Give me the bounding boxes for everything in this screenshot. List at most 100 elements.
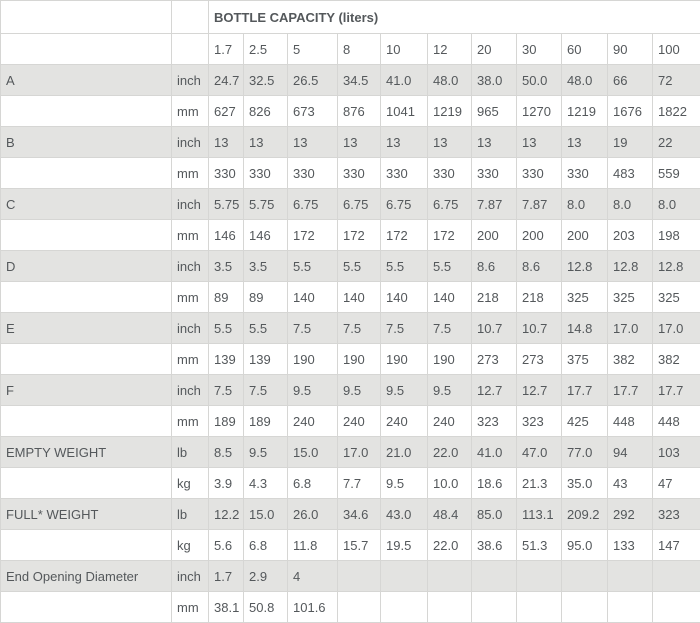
value-cell: 200 — [517, 220, 562, 251]
value-cell: 292 — [608, 499, 653, 530]
value-cell: 10.7 — [517, 313, 562, 344]
value-cell: 5.75 — [244, 189, 288, 220]
value-cell: 7.5 — [209, 375, 244, 406]
row-label-cell — [1, 158, 172, 189]
row-label-cell: F — [1, 375, 172, 406]
value-cell: 330 — [517, 158, 562, 189]
value-cell: 133 — [608, 530, 653, 561]
value-cell: 12.2 — [209, 499, 244, 530]
value-cell: 330 — [209, 158, 244, 189]
row-label-cell — [1, 220, 172, 251]
value-cell: 6.75 — [381, 189, 428, 220]
value-cell: 85.0 — [472, 499, 517, 530]
value-cell: 17.0 — [338, 437, 381, 468]
value-cell: 13 — [428, 127, 472, 158]
value-cell: 140 — [288, 282, 338, 313]
value-cell: 12.8 — [608, 251, 653, 282]
value-cell: 15.7 — [338, 530, 381, 561]
value-cell: 41.0 — [472, 437, 517, 468]
value-cell: 240 — [428, 406, 472, 437]
value-cell: 240 — [381, 406, 428, 437]
value-cell: 5.5 — [244, 313, 288, 344]
value-cell: 198 — [653, 220, 700, 251]
value-cell: 34.6 — [338, 499, 381, 530]
row-label-cell — [1, 96, 172, 127]
row-label-cell: C — [1, 189, 172, 220]
value-cell: 48.0 — [428, 65, 472, 96]
value-cell: 11.8 — [288, 530, 338, 561]
value-cell: 8.5 — [209, 437, 244, 468]
value-cell: 147 — [653, 530, 700, 561]
value-cell: 94 — [608, 437, 653, 468]
value-cell: 146 — [209, 220, 244, 251]
value-cell: 21.3 — [517, 468, 562, 499]
value-cell: 13 — [517, 127, 562, 158]
value-cell: 140 — [338, 282, 381, 313]
row-label-cell — [1, 344, 172, 375]
value-cell: 48.4 — [428, 499, 472, 530]
value-cell: 43.0 — [381, 499, 428, 530]
value-cell: 19.5 — [381, 530, 428, 561]
row-unit-cell: inch — [172, 375, 209, 406]
value-cell — [608, 561, 653, 592]
value-cell: 218 — [517, 282, 562, 313]
value-cell: 101.6 — [288, 592, 338, 623]
value-cell: 12.7 — [517, 375, 562, 406]
value-cell: 172 — [428, 220, 472, 251]
value-cell: 9.5 — [381, 468, 428, 499]
value-cell: 218 — [472, 282, 517, 313]
value-cell: 34.5 — [338, 65, 381, 96]
value-cell: 325 — [653, 282, 700, 313]
value-cell: 21.0 — [381, 437, 428, 468]
value-cell: 19 — [608, 127, 653, 158]
value-cell: 10.0 — [428, 468, 472, 499]
value-cell — [338, 592, 381, 623]
value-cell: 3.5 — [209, 251, 244, 282]
row-unit-cell: mm — [172, 220, 209, 251]
value-cell: 190 — [288, 344, 338, 375]
value-cell: 7.5 — [381, 313, 428, 344]
value-cell: 32.5 — [244, 65, 288, 96]
value-cell: 448 — [653, 406, 700, 437]
row-unit-cell: mm — [172, 96, 209, 127]
row-label-cell — [1, 468, 172, 499]
value-cell: 7.5 — [244, 375, 288, 406]
value-cell: 35.0 — [562, 468, 608, 499]
value-cell: 95.0 — [562, 530, 608, 561]
value-cell — [517, 561, 562, 592]
row-label-cell: EMPTY WEIGHT — [1, 437, 172, 468]
value-cell: 7.5 — [288, 313, 338, 344]
value-cell: 38.1 — [209, 592, 244, 623]
value-cell: 330 — [244, 158, 288, 189]
value-cell: 483 — [608, 158, 653, 189]
value-cell — [381, 592, 428, 623]
value-cell: 140 — [428, 282, 472, 313]
value-cell: 627 — [209, 96, 244, 127]
value-cell: 240 — [338, 406, 381, 437]
value-cell: 38.6 — [472, 530, 517, 561]
value-cell: 1822 — [653, 96, 700, 127]
value-cell: 5.5 — [209, 313, 244, 344]
value-cell — [428, 592, 472, 623]
table-title-row: BOTTLE CAPACITY (liters) — [1, 1, 700, 34]
value-cell: 9.5 — [288, 375, 338, 406]
value-cell: 17.7 — [562, 375, 608, 406]
value-cell: 14.8 — [562, 313, 608, 344]
value-cell: 673 — [288, 96, 338, 127]
row-unit-cell: kg — [172, 468, 209, 499]
row-unit-cell: inch — [172, 561, 209, 592]
value-cell: 172 — [338, 220, 381, 251]
value-cell: 1219 — [562, 96, 608, 127]
value-cell — [653, 592, 700, 623]
value-cell: 48.0 — [562, 65, 608, 96]
value-cell: 190 — [381, 344, 428, 375]
value-cell: 203 — [608, 220, 653, 251]
value-cell: 5.5 — [428, 251, 472, 282]
